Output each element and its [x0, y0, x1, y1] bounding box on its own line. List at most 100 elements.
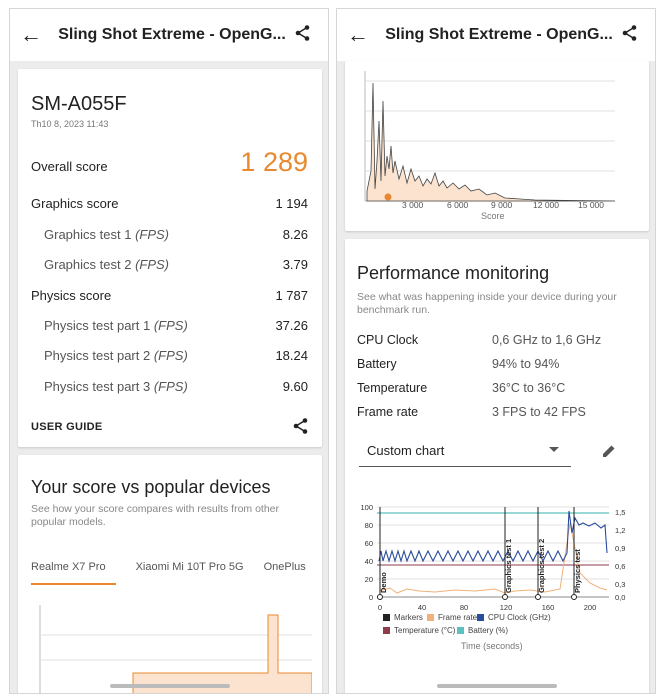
graphics-score-value: 1 194	[275, 196, 308, 211]
tab-oneplus[interactable]: OnePlus	[263, 561, 306, 573]
graphics-test-1-value: 8.26	[282, 227, 308, 242]
physics-test-3-row: Physics test part 3 (FPS) 9.60	[44, 379, 308, 394]
fps-unit: (FPS)	[135, 227, 170, 242]
marker-label-graphics-test-1: Graphics test 1	[504, 539, 513, 593]
physics-test-3-value: 9.60	[282, 379, 308, 394]
temperature-value: 36°C to 36°C	[492, 381, 566, 395]
fps-unit: (FPS)	[153, 379, 188, 394]
battery-row: Battery 94% to 94%	[357, 357, 639, 371]
x-axis-label: Score	[481, 211, 505, 221]
overall-score-label: Overall score	[31, 159, 108, 174]
y-left-tick: 80	[365, 521, 373, 530]
score-summary-card: SM-A055F Th10 8, 2023 11:43 Overall scor…	[18, 69, 322, 447]
x-tick-label: 12 000	[533, 200, 559, 210]
cpu-clock-label: CPU Clock	[357, 333, 419, 347]
right-screen: ← Sling Shot Extreme - OpenG... 3 000 6 …	[336, 8, 656, 694]
physics-test-2-value: 18.24	[275, 348, 308, 363]
chevron-down-icon	[549, 447, 559, 452]
y-right-tick: 0,9	[615, 544, 625, 553]
physics-test-1-value: 37.26	[275, 318, 308, 333]
score-distribution-card: 3 000 6 000 9 000 12 000 15 000 Score	[345, 61, 649, 231]
x-tick: 80	[460, 603, 468, 612]
device-tabs: Realme X7 Pro Xiaomi Mi 10T Pro 5G OnePl…	[31, 561, 322, 585]
y-right-tick: 0,3	[615, 580, 625, 589]
device-name: SM-A055F	[31, 93, 127, 115]
y-right-tick: 1,2	[615, 526, 625, 535]
battery-value: 94% to 94%	[492, 357, 560, 371]
page-title: Sling Shot Extreme - OpenG...	[58, 26, 286, 43]
y-right-tick: 0,6	[615, 562, 625, 571]
legend-item-temperature: Temperature (°C)	[383, 626, 455, 635]
frame-rate-value: 3 FPS to 42 FPS	[492, 405, 586, 419]
physics-test-1-row: Physics test part 1 (FPS) 37.26	[44, 318, 308, 333]
popular-devices-title: Your score vs popular devices	[31, 477, 271, 497]
tab-xiaomi-mi-10t-pro-5g[interactable]: Xiaomi Mi 10T Pro 5G	[135, 561, 244, 573]
score-distribution-area	[366, 82, 616, 202]
share-icon[interactable]	[294, 24, 322, 47]
temperature-row: Temperature 36°C to 36°C	[357, 381, 639, 395]
graphics-score-label: Graphics score	[31, 196, 119, 211]
pencil-icon[interactable]	[601, 443, 617, 464]
y-left-tick: 40	[365, 557, 373, 566]
fps-unit: (FPS)	[153, 348, 188, 363]
performance-monitoring-card: Performance monitoring See what was happ…	[345, 239, 649, 693]
y-left-tick: 20	[365, 575, 373, 584]
legend-item-markers: Markers	[383, 613, 423, 622]
app-bar: ← Sling Shot Extreme - OpenG...	[337, 9, 655, 61]
x-tick: 120	[500, 603, 513, 612]
score-distribution-chart	[364, 71, 616, 202]
temperature-label: Temperature	[357, 381, 428, 395]
legend-item-cpu-clock: CPU Clock (GHz)	[477, 613, 551, 622]
app-bar: ← Sling Shot Extreme - OpenG...	[10, 9, 328, 61]
comparison-chart	[39, 605, 312, 693]
fps-unit: (FPS)	[135, 257, 170, 272]
graphics-test-2-label: Graphics test 2	[44, 257, 132, 272]
performance-title: Performance monitoring	[357, 263, 550, 283]
comparison-distribution-area	[132, 614, 312, 693]
graphics-score-row: Graphics score 1 194	[31, 196, 308, 211]
tab-realme-x7-pro[interactable]: Realme X7 Pro	[31, 561, 116, 585]
run-date: Th10 8, 2023 11:43	[31, 119, 109, 129]
user-guide-link[interactable]: USER GUIDE	[31, 421, 103, 433]
back-arrow-icon[interactable]: ←	[20, 22, 42, 47]
x-tick: 200	[584, 603, 597, 612]
y-left-tick: 0	[369, 593, 373, 602]
physics-score-label: Physics score	[31, 288, 112, 303]
graphics-test-1-label: Graphics test 1	[44, 227, 132, 242]
y-left-tick: 100	[360, 503, 373, 512]
y-left-tick: 60	[365, 539, 373, 548]
x-tick-label: 6 000	[447, 200, 469, 210]
left-screen: ← Sling Shot Extreme - OpenG... SM-A055F…	[9, 8, 329, 694]
legend-item-frame-rate: Frame rate	[427, 613, 477, 622]
physics-score-value: 1 787	[275, 288, 308, 303]
chart-type-value: Custom chart	[367, 443, 445, 458]
performance-description: See what was happening inside your devic…	[357, 291, 617, 316]
x-axis-label: Time (seconds)	[461, 641, 523, 651]
cpu-clock-value: 0,6 GHz to 1,6 GHz	[492, 333, 602, 347]
share-icon[interactable]	[621, 24, 649, 47]
physics-test-2-row: Physics test part 2 (FPS) 18.24	[44, 348, 308, 363]
cpu-clock-row: CPU Clock 0,6 GHz to 1,6 GHz	[357, 333, 639, 347]
chart-type-dropdown[interactable]: Custom chart	[359, 435, 571, 467]
your-score-marker	[384, 193, 392, 201]
x-tick-label: 3 000	[402, 200, 424, 210]
popular-devices-description: See how your score compares with results…	[31, 503, 280, 528]
fps-unit: (FPS)	[153, 318, 188, 333]
physics-test-2-label: Physics test part 2	[44, 348, 151, 363]
share-icon[interactable]	[292, 417, 310, 440]
x-tick: 160	[542, 603, 555, 612]
overall-score-row: Overall score 1 289	[31, 147, 308, 178]
marker-label-demo: Demo	[379, 572, 388, 593]
physics-test-1-label: Physics test part 1	[44, 318, 151, 333]
battery-label: Battery	[357, 357, 397, 371]
y-right-tick: 1,5	[615, 508, 625, 517]
graphics-test-2-value: 3.79	[282, 257, 308, 272]
x-tick: 0	[378, 603, 382, 612]
physics-score-row: Physics score 1 787	[31, 288, 308, 303]
back-arrow-icon[interactable]: ←	[347, 22, 369, 47]
x-tick-label: 9 000	[491, 200, 513, 210]
marker-label-physics-test: Physics test	[573, 549, 582, 593]
frame-rate-label: Frame rate	[357, 405, 419, 419]
graphics-test-1-row: Graphics test 1 (FPS) 8.26	[44, 227, 308, 242]
